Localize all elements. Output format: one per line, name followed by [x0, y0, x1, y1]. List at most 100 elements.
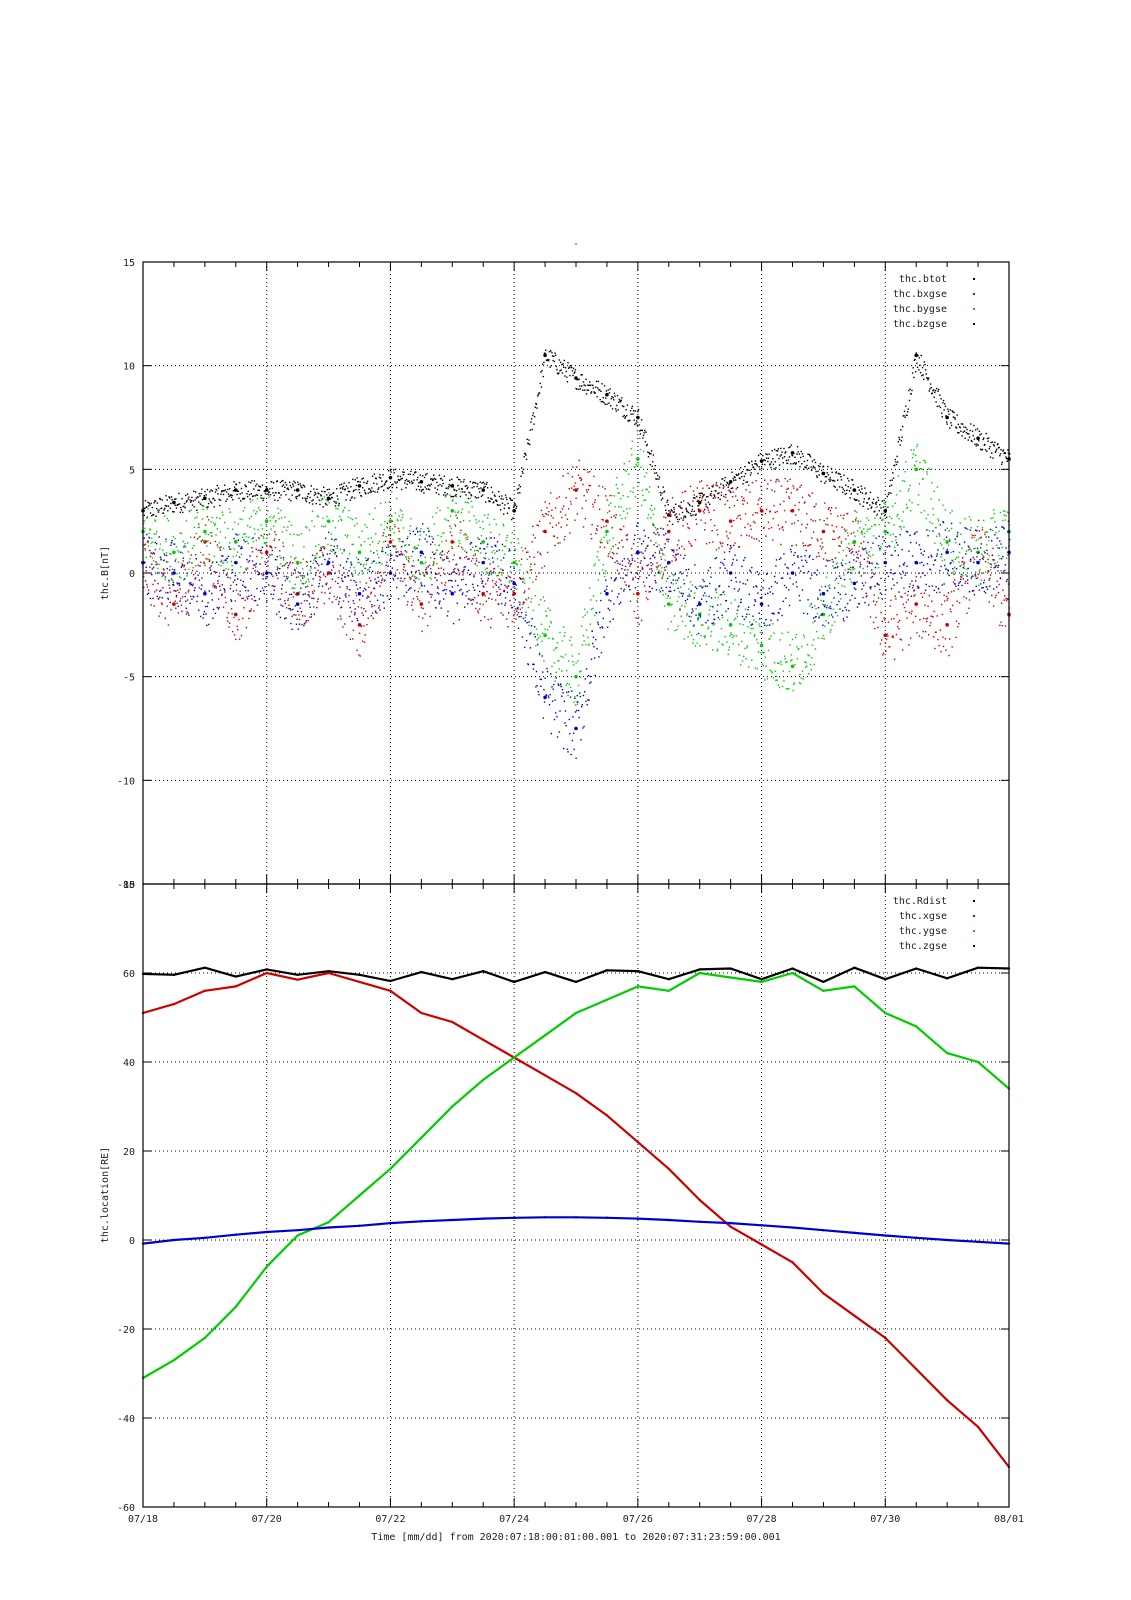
- data-point-thc.bygse: [486, 546, 488, 548]
- data-point-thc.btot: [407, 473, 410, 476]
- data-point-thc.btot: [173, 511, 175, 513]
- data-point-thc.btot: [828, 480, 831, 482]
- data-point-thc.bygse: [734, 599, 736, 601]
- data-point-thc.btot: [373, 482, 375, 485]
- data-point-thc.bzgse: [240, 546, 243, 548]
- data-point-thc.btot: [165, 495, 167, 497]
- data-point-thc.btot: [961, 423, 964, 425]
- data-point-thc.bxgse: [812, 520, 814, 522]
- data-point-thc.bygse: [405, 544, 407, 546]
- data-point-thc.bxgse: [280, 557, 282, 559]
- data-point-thc.bygse: [710, 635, 712, 637]
- data-point-thc.bygse: [764, 679, 766, 681]
- data-point-thc.btot: [490, 486, 493, 489]
- data-point-thc.bygse: [909, 484, 911, 487]
- data-point-thc.btot: [1001, 461, 1003, 463]
- data-point-thc.bzgse: [456, 602, 459, 604]
- data-point-thc.bygse: [175, 546, 178, 548]
- data-point-thc.btot: [663, 490, 666, 493]
- data-point-thc.btot: [806, 464, 808, 467]
- data-point-thc.bxgse: [752, 514, 754, 516]
- data-point-thc.bxgse: [157, 582, 159, 585]
- data-point-thc.btot: [425, 488, 428, 490]
- data-point-thc.bygse: [730, 632, 732, 634]
- data-point-thc.bygse: [724, 636, 726, 638]
- data-point-thc.bzgse: [506, 591, 509, 593]
- data-point-thc.bygse: [209, 500, 211, 502]
- data-point-thc.bzgse: [156, 595, 159, 598]
- data-point-thc.bxgse: [1005, 600, 1008, 602]
- data-point-thc.btot: [514, 504, 517, 506]
- data-point-thc.btot: [224, 484, 226, 486]
- data-point-thc.btot: [681, 507, 683, 510]
- data-point-thc.bzgse: [217, 580, 219, 582]
- data-point-thc.bzgse: [399, 553, 402, 556]
- data-point-thc.btot: [666, 499, 669, 502]
- data-point-thc.bygse: [885, 501, 887, 503]
- data-point-thc.bzgse: [474, 563, 476, 565]
- data-point-thc.bygse: [169, 565, 171, 568]
- data-point-thc.bxgse: [428, 564, 431, 567]
- data-point-thc.bygse: [741, 640, 743, 643]
- data-point-thc.bxgse: [275, 533, 277, 536]
- data-point-thc.bzgse: [271, 573, 273, 576]
- data-point-thc.bxgse: [608, 510, 611, 512]
- data-point-thc.bxgse: [238, 638, 241, 640]
- data-point-thc.btot: [989, 445, 991, 448]
- data-point-thc.bygse: [264, 519, 269, 523]
- data-point-thc.bxgse: [687, 540, 690, 543]
- data-point-thc.bygse: [891, 540, 893, 543]
- data-point-thc.bygse: [368, 513, 371, 515]
- data-point-thc.bygse: [540, 599, 542, 601]
- data-point-thc.bxgse: [263, 573, 265, 576]
- data-point-thc.bxgse: [973, 558, 976, 561]
- data-point-thc.bxgse: [230, 584, 232, 587]
- data-point-thc.btot: [169, 507, 171, 510]
- data-point-thc.bxgse: [653, 543, 655, 546]
- data-point-thc.btot: [402, 471, 404, 473]
- data-point-thc.bxgse: [272, 585, 275, 587]
- data-point-thc.btot: [942, 399, 945, 402]
- data-point-thc.btot: [852, 483, 854, 486]
- data-point-thc.bxgse: [853, 531, 855, 534]
- data-point-thc.btot: [796, 446, 799, 448]
- data-point-thc.bzgse: [504, 597, 507, 599]
- data-point-thc.bygse: [807, 654, 809, 656]
- data-point-thc.bzgse: [243, 539, 245, 541]
- data-point-thc.bygse: [581, 644, 583, 646]
- data-point-thc.btot: [470, 493, 472, 496]
- data-point-thc.bzgse: [230, 600, 233, 602]
- data-point-thc.btot: [217, 487, 220, 489]
- data-point-thc.bygse: [143, 522, 145, 525]
- data-point-thc.bxgse: [502, 614, 504, 616]
- data-point-thc.bxgse: [826, 517, 828, 520]
- data-point-thc.btot: [383, 484, 386, 486]
- data-point-thc.bxgse: [947, 597, 949, 600]
- data-point-thc.bzgse: [360, 625, 363, 628]
- data-point-thc.bzgse: [490, 570, 492, 572]
- data-point-thc.bxgse: [660, 547, 662, 550]
- data-point-thc.bxgse: [407, 560, 410, 562]
- data-point-thc.bygse: [402, 514, 404, 516]
- data-point-thc.bygse: [822, 634, 825, 637]
- data-point-thc.bzgse: [326, 553, 329, 555]
- data-point-thc.bxgse: [425, 567, 428, 569]
- data-point-thc.bygse: [812, 621, 814, 624]
- data-point-thc.bygse: [172, 550, 176, 555]
- data-point-thc.bxgse: [866, 560, 869, 563]
- data-point-thc.bxgse: [910, 637, 912, 639]
- data-point-thc.bygse: [315, 556, 317, 559]
- data-point-thc.btot: [579, 388, 582, 390]
- data-point-thc.bxgse: [164, 572, 166, 574]
- data-point-thc.bxgse: [931, 600, 933, 602]
- data-point-thc.bxgse: [569, 500, 572, 503]
- data-point-thc.bygse: [590, 599, 592, 601]
- data-point-thc.bzgse: [449, 590, 451, 592]
- data-point-thc.btot: [512, 509, 516, 513]
- data-point-thc.bygse: [505, 540, 507, 542]
- data-point-thc.btot: [363, 489, 366, 492]
- data-point-thc.btot: [580, 385, 583, 387]
- data-point-thc.bygse: [329, 549, 332, 552]
- data-point-thc.btot: [691, 510, 693, 513]
- data-point-thc.btot: [204, 490, 206, 493]
